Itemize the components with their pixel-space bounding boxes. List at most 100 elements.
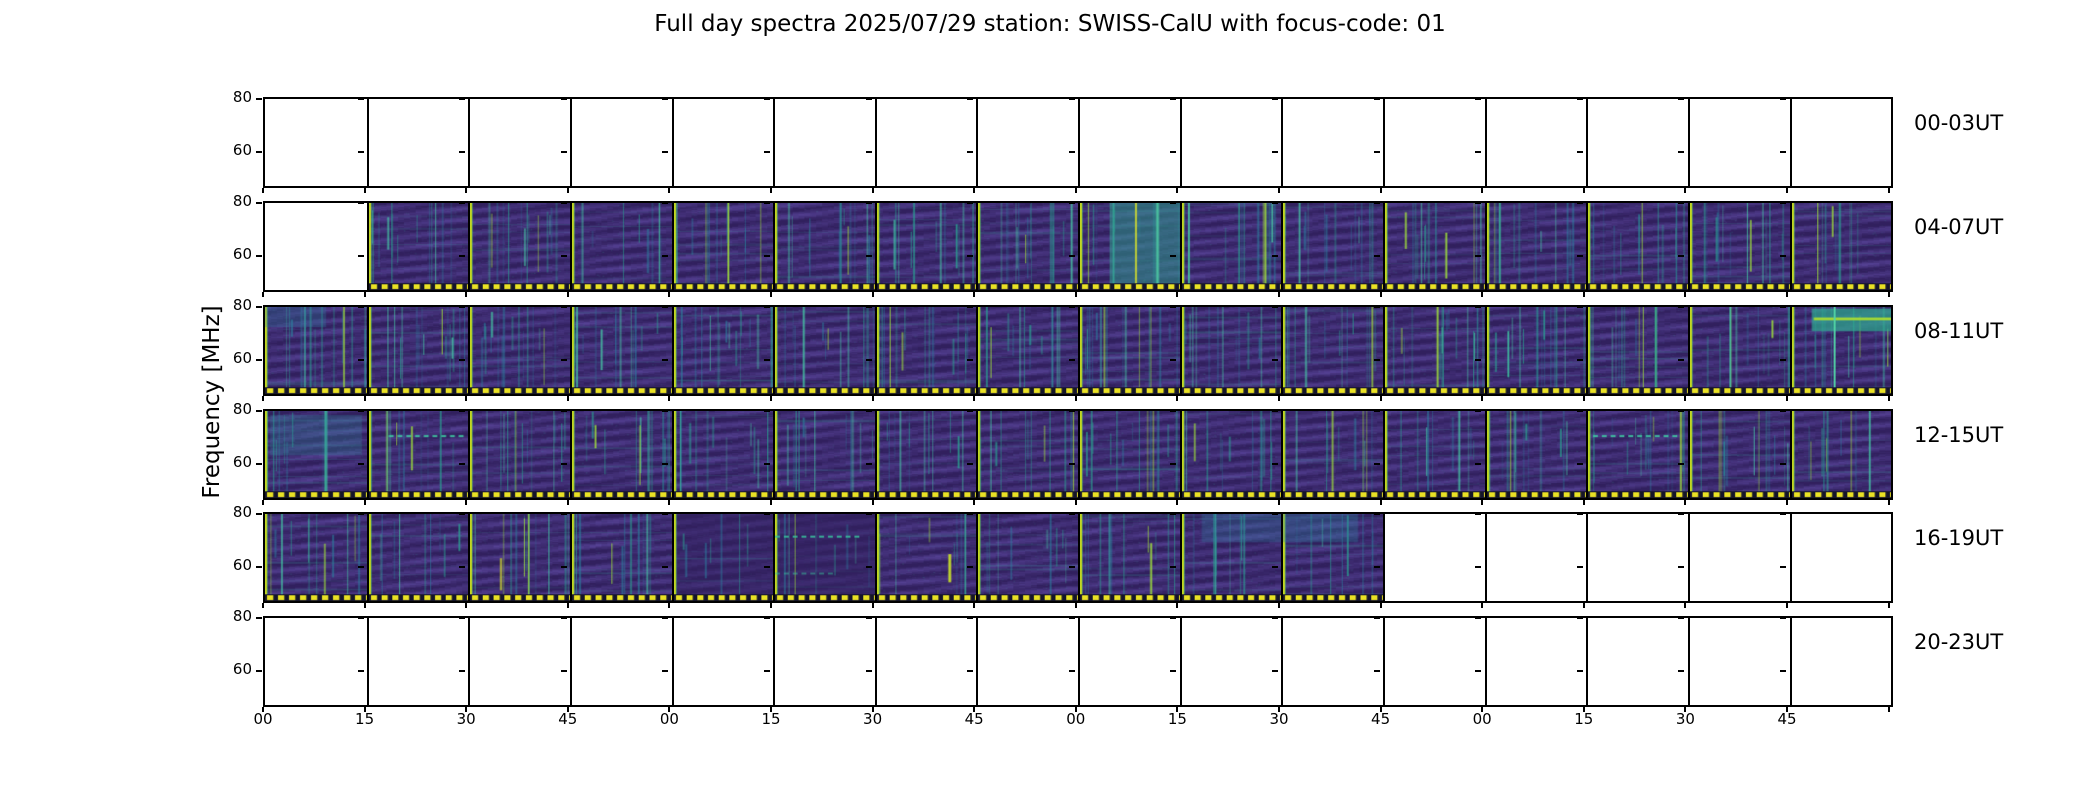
y-tick-mark: [1373, 410, 1380, 412]
y-tick-label: 80: [232, 88, 252, 106]
y-tick-mark: [560, 359, 567, 361]
spectrogram-canvas: [1385, 203, 1485, 290]
x-tick-mark: [1278, 292, 1280, 297]
x-tick-mark: [1887, 188, 1890, 193]
empty-tile: [265, 618, 367, 705]
spectrogram-tile: [1179, 307, 1282, 394]
spectrogram-tile: [1281, 411, 1383, 498]
spectrogram-canvas: [673, 307, 774, 394]
y-tick-mark: [1068, 255, 1075, 257]
y-tick-mark: [1373, 463, 1380, 465]
spectrogram-tile: [1179, 203, 1282, 290]
y-tick-mark: [256, 255, 262, 257]
y-tick-mark: [1678, 306, 1685, 308]
y-tick-mark: [357, 513, 364, 515]
y-tick-mark: [1475, 98, 1482, 100]
empty-tile: [773, 99, 875, 186]
y-tick-label: 80: [232, 296, 252, 314]
y-tick-mark: [1068, 566, 1075, 568]
x-tick-mark: [262, 707, 264, 712]
y-tick-mark: [1576, 566, 1583, 568]
x-tick-mark: [1176, 292, 1179, 297]
x-tick-label: 45: [1777, 710, 1797, 728]
empty-tile: [1383, 514, 1485, 601]
spectrogram-tile: [671, 307, 774, 394]
spectrogram-canvas: [1080, 411, 1180, 498]
spectrogram-canvas: [1385, 307, 1485, 394]
y-tick-mark: [357, 306, 364, 308]
spectrogram-canvas: [265, 411, 367, 498]
y-tick-mark: [764, 463, 770, 465]
y-tick-mark: [1576, 617, 1583, 619]
x-tick-mark: [1786, 396, 1788, 401]
y-tick-mark: [865, 359, 872, 361]
spectrogram-canvas: [265, 307, 367, 394]
y-tick-mark: [1576, 202, 1583, 204]
y-tick-mark: [459, 98, 466, 100]
x-tick-mark: [1074, 188, 1077, 193]
x-tick-label: 00: [659, 710, 679, 728]
y-tick-mark: [1373, 670, 1380, 672]
x-tick-mark: [1582, 500, 1585, 505]
spectrogram-canvas: [1181, 307, 1282, 394]
empty-tile: [1383, 99, 1485, 186]
y-tick-mark: [967, 255, 974, 257]
y-tick-mark: [865, 306, 872, 308]
x-tick-mark: [1074, 707, 1077, 712]
spectrogram-canvas: [470, 411, 570, 498]
y-tick-label: 60: [232, 556, 252, 574]
x-tick-mark: [668, 707, 671, 712]
empty-tile: [1179, 99, 1282, 186]
y-tick-mark: [764, 410, 770, 412]
x-tick-mark: [1887, 292, 1890, 297]
x-tick-label: 00: [253, 710, 273, 728]
y-tick-label: 80: [232, 400, 252, 418]
x-tick-mark: [1278, 396, 1280, 401]
spectrogram-tile: [468, 514, 570, 601]
spectrogram-tile: [1281, 203, 1383, 290]
x-tick-mark: [1786, 500, 1788, 505]
spectrogram-tile: [773, 514, 875, 601]
x-tick-mark: [1481, 292, 1484, 297]
spectrogram-tile: [569, 203, 672, 290]
y-tick-mark: [1272, 202, 1278, 204]
y-tick-mark: [459, 151, 466, 153]
x-tick-mark: [1786, 188, 1788, 193]
y-tick-mark: [256, 306, 262, 308]
spectrogram-tile: [366, 411, 469, 498]
spectrogram-tile: [976, 411, 1079, 498]
spectrogram-tile: [366, 307, 469, 394]
spectrogram-tile: [1383, 307, 1485, 394]
y-tick-mark: [1170, 463, 1177, 465]
y-tick-mark: [357, 670, 364, 672]
y-tick-mark: [1272, 670, 1278, 672]
x-tick-mark: [1379, 603, 1382, 608]
y-tick-mark: [662, 617, 669, 619]
x-tick-mark: [363, 188, 366, 193]
y-tick-mark: [1678, 202, 1685, 204]
y-tick-mark: [1373, 151, 1380, 153]
y-tick-mark: [1170, 359, 1177, 361]
x-tick-mark: [1786, 603, 1788, 608]
y-tick-mark: [1170, 202, 1177, 204]
spectra-row-04-07UT: [263, 201, 1894, 292]
empty-tile: [1586, 618, 1688, 705]
spectrogram-tile: [976, 203, 1079, 290]
y-tick-mark: [1068, 202, 1075, 204]
empty-tile: [976, 618, 1079, 705]
y-tick-mark: [1272, 98, 1278, 100]
y-tick-mark: [865, 202, 872, 204]
spectrogram-tile: [1687, 307, 1790, 394]
spectrogram-tile: [773, 203, 875, 290]
y-tick-mark: [357, 98, 364, 100]
x-tick-mark: [465, 292, 468, 297]
y-tick-mark: [459, 202, 466, 204]
y-tick-mark: [560, 617, 567, 619]
x-tick-mark: [1481, 603, 1484, 608]
y-tick-mark: [256, 359, 262, 361]
x-tick-mark: [1176, 188, 1179, 193]
spectrogram-tile: [1078, 307, 1180, 394]
y-tick-mark: [357, 255, 364, 257]
y-tick-mark: [1272, 617, 1278, 619]
x-tick-mark: [566, 500, 569, 505]
